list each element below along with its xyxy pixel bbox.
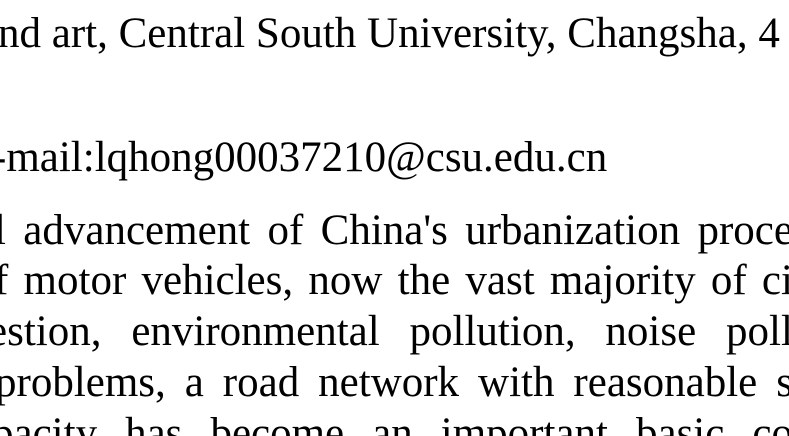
body-word: problems, — [0, 359, 166, 406]
body-line-3: estion, environmental pollution, noise poll — [0, 310, 789, 353]
body-word: of — [267, 207, 304, 254]
body-word: now — [308, 257, 383, 304]
body-line-1: l advancement of China's urbanization proce — [0, 209, 789, 252]
body-word: estion, — [0, 308, 102, 355]
body-word: the — [397, 257, 451, 304]
body-word: road — [222, 359, 300, 406]
affiliation-line: nd art, Central South University, Changs… — [0, 10, 780, 57]
email-line: -mail:lqhong00037210@csu.edu.cn — [0, 134, 608, 181]
body-line-4: problems, a road network with reasonable s — [0, 361, 789, 404]
body-word: pacity — [0, 410, 98, 436]
body-word: co — [752, 410, 789, 436]
body-word: become — [210, 410, 345, 436]
body-word: vast — [465, 257, 535, 304]
body-word: of — [710, 257, 747, 304]
body-word: ci — [761, 257, 789, 304]
body-word: environmental — [131, 308, 380, 355]
body-word: vehicles, — [141, 257, 294, 304]
body-word: pollution, — [409, 308, 576, 355]
body-word: f — [0, 257, 9, 304]
body-word: an — [372, 410, 413, 436]
body-line-2: f motor vehicles, now the vast majority of ci — [0, 259, 789, 302]
body-word: basic — [635, 410, 725, 436]
body-word: motor — [23, 257, 127, 304]
body-word: urbanization — [465, 207, 681, 254]
body-word: a — [184, 359, 204, 406]
body-word: noise — [605, 308, 697, 355]
body-word: majority — [549, 257, 696, 304]
body-word: network — [318, 359, 460, 406]
body-word: with — [478, 359, 555, 406]
body-word: proce — [697, 207, 789, 254]
body-word: poll — [726, 308, 789, 355]
body-word: reasonable — [573, 359, 758, 406]
body-word: important — [440, 410, 608, 436]
body-word: l — [0, 209, 6, 252]
body-word: advancement — [23, 207, 251, 254]
body-word: s — [776, 359, 789, 406]
body-line-5: pacity has become an important basic co — [0, 412, 789, 436]
body-word: has — [125, 410, 183, 436]
body-word: China's — [320, 207, 448, 254]
